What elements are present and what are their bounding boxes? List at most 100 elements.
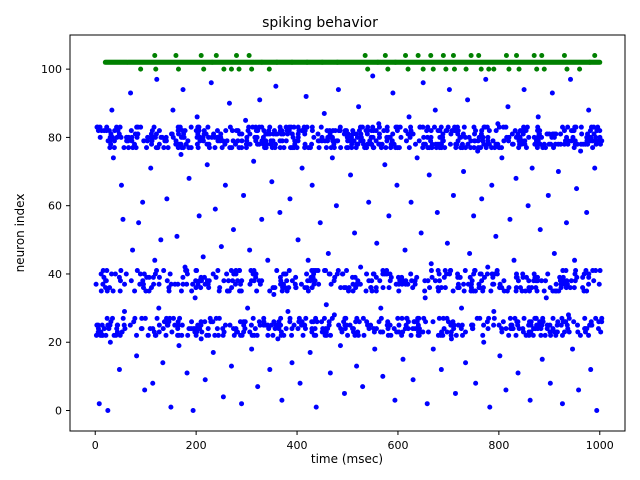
spike-point <box>103 332 109 338</box>
spike-point-output <box>531 52 537 58</box>
spike-point <box>455 128 461 134</box>
spike-point-output <box>392 59 398 65</box>
spike-point <box>383 145 389 151</box>
spike-point <box>264 141 270 147</box>
spike-point <box>510 326 516 332</box>
spike-point <box>128 278 134 284</box>
spike-point <box>215 268 221 274</box>
spike-point <box>164 278 170 284</box>
spike-point <box>427 285 433 291</box>
spike-point <box>408 199 414 205</box>
spike-point <box>559 315 565 321</box>
spike-point-output <box>561 52 567 58</box>
spike-point <box>252 326 258 332</box>
spike-point <box>195 145 201 151</box>
spike-point <box>164 196 170 202</box>
spike-point <box>598 329 604 335</box>
spike-point <box>488 288 494 294</box>
spike-point <box>400 356 406 362</box>
spike-point <box>380 285 386 291</box>
spike-point-output <box>564 66 570 72</box>
spike-point <box>548 141 554 147</box>
spike-point <box>165 322 171 328</box>
spike-point <box>385 332 391 338</box>
spike-point <box>335 87 341 93</box>
spike-point <box>473 380 479 386</box>
spike-point <box>586 271 592 277</box>
spike-point <box>420 80 426 86</box>
spike-point <box>412 141 418 147</box>
spike-point <box>270 332 276 338</box>
spike-point <box>283 138 289 144</box>
spike-point <box>386 285 392 291</box>
spike-point <box>313 404 319 410</box>
spike-point <box>206 141 212 147</box>
spike-point-output <box>534 66 540 72</box>
spike-point <box>220 326 226 332</box>
spike-point <box>142 315 148 321</box>
spike-point <box>384 124 390 130</box>
spike-point <box>529 285 535 291</box>
spike-point <box>558 141 564 147</box>
spike-point <box>151 281 157 287</box>
spike-point <box>103 285 109 291</box>
spike-point <box>281 145 287 151</box>
spike-point <box>365 124 371 130</box>
spike-point <box>127 322 133 328</box>
spike-point <box>499 326 505 332</box>
spike-point <box>343 315 349 321</box>
spike-point <box>540 315 546 321</box>
spike-point <box>186 326 192 332</box>
spike-point <box>221 278 227 284</box>
spike-point <box>267 124 273 130</box>
spike-point <box>97 134 103 140</box>
spike-point <box>333 203 339 209</box>
spike-point-output <box>274 59 280 65</box>
spike-point <box>589 322 595 328</box>
spike-point <box>152 257 158 263</box>
spike-point-output <box>209 59 215 65</box>
spike-point <box>323 145 329 151</box>
spike-point <box>364 271 370 277</box>
spike-point <box>134 353 140 359</box>
spike-point <box>494 268 500 274</box>
spike-point <box>445 124 451 130</box>
spike-point <box>169 329 175 335</box>
spike-point <box>117 288 123 294</box>
spike-point <box>480 332 486 338</box>
spike-point <box>213 274 219 280</box>
y-tick-label: 100 <box>41 63 62 76</box>
spike-point <box>100 268 106 274</box>
spike-point-output <box>236 66 242 72</box>
spike-point <box>521 87 527 93</box>
spike-point <box>463 360 469 366</box>
spike-point <box>543 295 549 301</box>
spike-point <box>235 278 241 284</box>
spike-point <box>153 332 159 338</box>
spike-point <box>277 274 283 280</box>
spike-point <box>586 107 592 113</box>
spike-point <box>142 387 148 393</box>
spike-point <box>339 329 345 335</box>
spike-point-output <box>385 66 391 72</box>
spike-point-output <box>415 52 421 58</box>
spike-point <box>218 131 224 137</box>
spike-point <box>360 138 366 144</box>
spike-point <box>295 237 301 243</box>
spike-point <box>486 315 492 321</box>
spike-point <box>373 274 379 280</box>
spike-point-output <box>173 52 179 58</box>
spike-point <box>156 128 162 134</box>
spike-point <box>553 281 559 287</box>
spike-point <box>323 302 329 308</box>
spike-point <box>269 179 275 185</box>
spike-point <box>118 134 124 140</box>
spike-point <box>163 332 169 338</box>
spike-point <box>541 288 547 294</box>
spike-point <box>565 326 571 332</box>
x-tick-label: 200 <box>186 439 207 452</box>
spike-point <box>409 278 415 284</box>
spike-point-output <box>516 66 522 72</box>
spike-point <box>139 315 145 321</box>
spike-point <box>316 145 322 151</box>
